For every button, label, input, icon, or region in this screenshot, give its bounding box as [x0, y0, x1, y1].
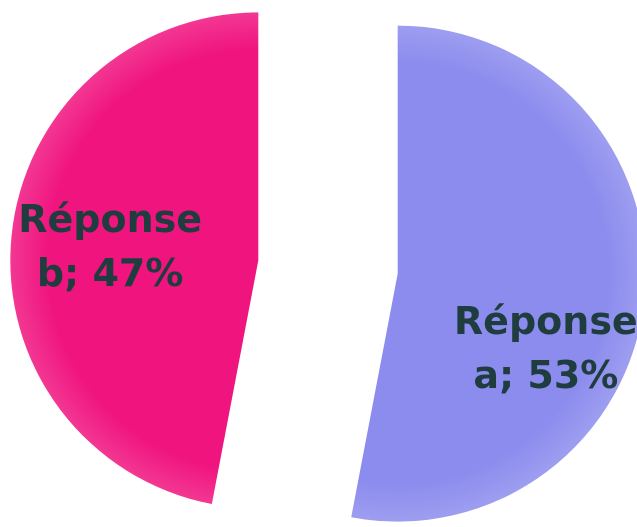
pie-slice: [351, 25, 637, 522]
data-label: Réponse b; 47%: [18, 197, 203, 296]
pie-slice: [10, 12, 259, 505]
data-label: Réponse a; 53%: [453, 298, 637, 397]
